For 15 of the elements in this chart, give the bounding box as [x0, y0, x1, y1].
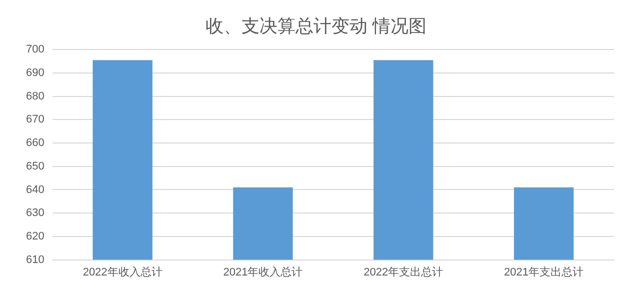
- x-tick-label: 2021年收入总计: [223, 265, 303, 278]
- x-tick-label: 2022年支出总计: [364, 265, 444, 278]
- y-tick-label: 610: [26, 254, 44, 266]
- y-tick-label: 640: [26, 184, 44, 196]
- y-tick-label: 650: [26, 160, 44, 172]
- y-tick-label: 620: [26, 230, 44, 242]
- chart-title: 收、支决算总计变动 情况图: [205, 16, 427, 36]
- y-tick-label: 670: [26, 114, 44, 126]
- y-tick-label: 680: [26, 90, 44, 102]
- x-tick-label: 2021年支出总计: [504, 265, 584, 278]
- y-tick-label: 690: [26, 66, 44, 79]
- y-tick-label: 630: [26, 207, 44, 220]
- x-tick-label: 2022年收入总计: [82, 265, 162, 278]
- y-tick-label: 660: [26, 137, 44, 150]
- y-tick-label: 700: [26, 44, 44, 56]
